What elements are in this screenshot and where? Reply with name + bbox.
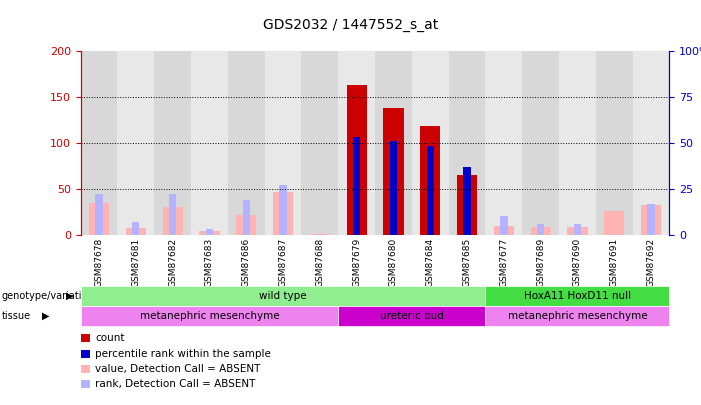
Text: percentile rank within the sample: percentile rank within the sample [95,349,271,358]
Text: count: count [95,333,125,343]
Bar [449,51,485,235]
Bar [485,51,522,235]
Bar [559,51,596,235]
Bar [163,207,183,235]
Bar [641,205,661,235]
Bar [501,216,508,235]
Bar [273,192,293,235]
Bar [567,227,587,235]
Bar [118,51,154,235]
Bar [375,51,412,235]
Bar [301,51,338,235]
Text: wild type: wild type [259,291,307,301]
Bar [191,51,228,235]
Bar [632,51,669,235]
Text: ▶: ▶ [66,291,74,301]
Bar [390,141,397,235]
Bar [457,175,477,235]
Text: metanephric mesenchyme: metanephric mesenchyme [139,311,279,321]
Bar [537,224,544,235]
Bar [383,108,404,235]
Bar [125,228,146,235]
Bar [420,126,440,235]
Bar [573,224,581,235]
Bar [279,185,287,235]
Bar [647,204,655,235]
Bar [265,51,301,235]
Bar [228,51,265,235]
Bar [412,51,449,235]
Bar [169,194,177,235]
Text: genotype/variation: genotype/variation [1,291,94,301]
Text: tissue: tissue [1,311,31,321]
Bar [154,51,191,235]
Text: rank, Detection Call = ABSENT: rank, Detection Call = ABSENT [95,379,256,389]
Bar [604,211,625,235]
Bar [310,234,330,235]
Bar [338,51,375,235]
Text: ▶: ▶ [42,311,50,321]
Text: ureteric bud: ureteric bud [380,311,444,321]
Bar [243,200,250,235]
Bar [199,231,219,235]
Bar [89,202,109,235]
Bar [531,227,551,235]
Bar [236,215,257,235]
Bar [463,167,470,235]
Bar [81,51,118,235]
Bar [426,147,434,235]
Bar [206,229,213,235]
Bar [494,226,514,235]
Bar [95,194,103,235]
Bar [353,137,360,235]
Bar [346,85,367,235]
Bar [132,222,139,235]
Text: HoxA11 HoxD11 null: HoxA11 HoxD11 null [524,291,631,301]
Bar [596,51,632,235]
Text: value, Detection Call = ABSENT: value, Detection Call = ABSENT [95,364,261,374]
Text: GDS2032 / 1447552_s_at: GDS2032 / 1447552_s_at [263,18,438,32]
Bar [522,51,559,235]
Text: metanephric mesenchyme: metanephric mesenchyme [508,311,647,321]
